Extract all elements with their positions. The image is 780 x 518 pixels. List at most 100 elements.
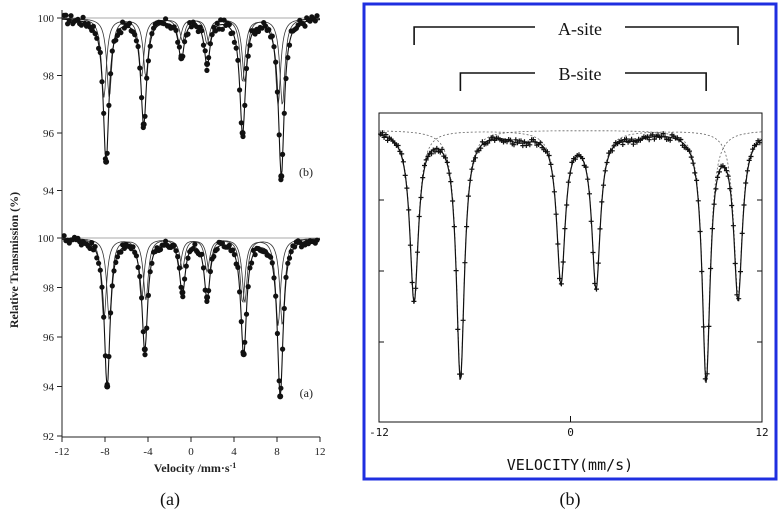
data-point bbox=[207, 268, 213, 275]
data-point bbox=[629, 136, 635, 142]
data-point bbox=[611, 143, 617, 149]
data-point bbox=[697, 229, 703, 234]
data-point bbox=[723, 168, 729, 174]
data-point bbox=[273, 293, 279, 299]
minimum-point bbox=[240, 351, 247, 358]
data-point bbox=[243, 311, 250, 317]
data-point bbox=[135, 264, 141, 270]
y-tick-label: 94 bbox=[43, 382, 55, 394]
data-point bbox=[199, 251, 205, 257]
data-point bbox=[725, 173, 731, 179]
data-point bbox=[472, 155, 478, 161]
b-site-label: B-site bbox=[559, 64, 602, 84]
site-bracket bbox=[459, 72, 707, 91]
data-point bbox=[722, 165, 728, 171]
data-point bbox=[66, 18, 72, 24]
data-point bbox=[192, 241, 198, 247]
subspectrum-fit-1 bbox=[378, 131, 763, 301]
data-point bbox=[662, 134, 668, 140]
data-point bbox=[269, 33, 275, 39]
data-point bbox=[97, 267, 103, 273]
data-point bbox=[139, 95, 145, 101]
data-point bbox=[513, 137, 519, 143]
data-point bbox=[508, 137, 513, 143]
data-point bbox=[732, 261, 738, 266]
data-point bbox=[748, 154, 754, 159]
data-point bbox=[255, 28, 262, 35]
minimum-point bbox=[277, 393, 284, 400]
data-point bbox=[206, 288, 212, 294]
data-point bbox=[145, 58, 151, 64]
data-point bbox=[402, 172, 408, 178]
minimum-point bbox=[104, 383, 111, 390]
data-point bbox=[61, 233, 67, 239]
data-point bbox=[268, 254, 274, 260]
data-point bbox=[699, 269, 705, 274]
data-point bbox=[590, 250, 596, 255]
data-point bbox=[285, 55, 291, 61]
data-point bbox=[443, 155, 448, 161]
data-point bbox=[687, 148, 692, 154]
data-point bbox=[634, 139, 640, 145]
data-point bbox=[569, 159, 575, 165]
data-point bbox=[743, 180, 749, 186]
data-point bbox=[464, 224, 470, 230]
data-point bbox=[142, 352, 148, 358]
data-point bbox=[409, 280, 415, 285]
data-point bbox=[68, 13, 74, 19]
data-point bbox=[273, 59, 279, 65]
data-point bbox=[314, 237, 320, 243]
data-point bbox=[96, 260, 102, 266]
data-point bbox=[173, 248, 179, 254]
data-point bbox=[247, 265, 253, 271]
data-point bbox=[89, 240, 95, 246]
data-point bbox=[558, 281, 564, 287]
data-point bbox=[678, 137, 684, 142]
x-tick-label: -12 bbox=[55, 446, 70, 458]
data-point bbox=[667, 137, 673, 143]
data-point bbox=[144, 75, 150, 81]
data-point bbox=[230, 30, 236, 36]
data-point bbox=[92, 30, 98, 37]
data-point bbox=[280, 151, 286, 157]
data-point bbox=[544, 149, 550, 155]
subplot-b-label: (b) bbox=[299, 165, 313, 179]
data-point bbox=[113, 259, 119, 265]
panel-a-axes bbox=[57, 10, 321, 442]
data-point bbox=[235, 264, 241, 270]
data-point bbox=[379, 130, 385, 136]
data-point bbox=[281, 305, 287, 312]
data-point bbox=[455, 326, 461, 332]
data-point bbox=[729, 203, 735, 208]
data-point bbox=[567, 170, 573, 176]
data-point bbox=[226, 242, 232, 248]
data-point bbox=[407, 242, 413, 248]
data-point bbox=[490, 134, 496, 140]
data-point bbox=[415, 249, 420, 255]
data-point bbox=[243, 65, 250, 72]
data-point bbox=[730, 223, 736, 229]
data-point bbox=[546, 153, 552, 158]
data-point bbox=[314, 13, 320, 19]
data-point bbox=[147, 269, 153, 275]
minimum-point bbox=[103, 158, 110, 165]
minimum-point bbox=[204, 294, 211, 301]
data-point bbox=[147, 43, 153, 49]
data-point bbox=[242, 339, 248, 345]
data-point bbox=[650, 132, 656, 138]
data-point bbox=[695, 198, 701, 204]
data-point bbox=[594, 286, 599, 292]
data-point bbox=[381, 134, 387, 140]
data-point bbox=[701, 324, 707, 330]
data-point bbox=[446, 170, 452, 176]
data-point bbox=[602, 168, 608, 174]
data-point bbox=[245, 284, 251, 290]
a-site-label: A-site bbox=[558, 19, 602, 39]
panel-a-x-axis-label-text: Velocity /mm·s bbox=[154, 461, 230, 475]
data-point bbox=[199, 28, 205, 34]
data-point bbox=[604, 160, 610, 165]
data-point bbox=[269, 260, 275, 266]
data-point bbox=[692, 170, 698, 176]
data-point bbox=[137, 273, 143, 279]
data-point bbox=[716, 169, 722, 175]
